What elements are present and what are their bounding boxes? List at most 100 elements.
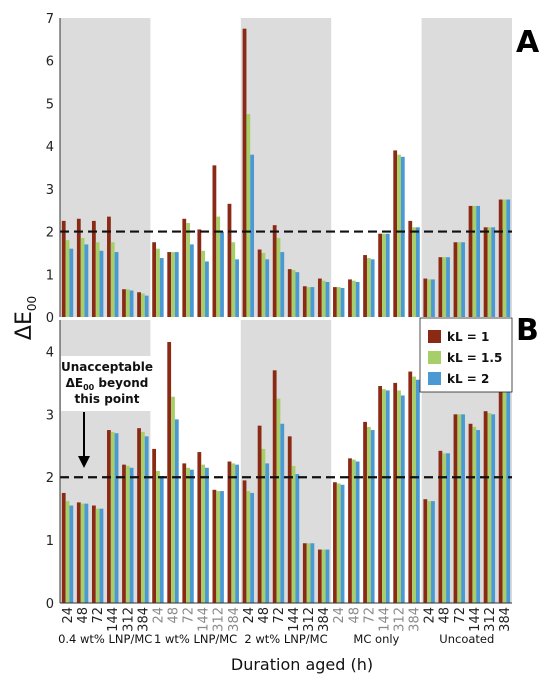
bar-a-s0-11 [227,203,232,317]
bar-a-s1-1 [80,237,85,317]
x-tick-0-312: 312 [121,607,136,632]
bar-a-s1-29 [502,199,507,317]
y-tick-b-2: 2 [46,471,54,486]
bar-a-s2-29 [506,199,511,317]
bar-b-s1-23 [412,376,416,603]
bar-b-s0-10 [212,489,217,603]
legend-swatch-0 [428,330,441,343]
bar-b-s1-22 [397,390,401,603]
bar-a-s2-2 [99,250,104,317]
y-tick-a-7: 7 [46,12,54,27]
bar-a-s0-7 [167,252,172,317]
bar-a-s2-3 [114,252,119,317]
y-tick-labels: 0 1 2 3 4 5 6 7 0 1 2 3 4 [46,12,54,612]
axes-layer [59,18,512,604]
bar-a-s2-27 [476,205,481,317]
bar-a-s0-9 [197,229,202,317]
bar-b-s1-15 [291,465,296,603]
bar-b-s1-0 [65,501,70,603]
x-tick-1-24: 24 [151,607,166,624]
bar-b-s2-10 [220,491,224,603]
bar-a-s2-18 [340,287,345,317]
group-label-4: Uncoated [439,632,494,646]
bar-b-s1-17 [321,549,326,603]
annotation-line-3: this point [75,392,140,406]
bar-b-s2-7 [174,419,179,603]
bar-a-s2-25 [446,257,450,317]
bar-a-s0-4 [122,289,126,317]
bar-a-s2-12 [250,154,255,317]
bar-b-s1-28 [487,413,492,603]
x-tick-3-144: 144 [377,607,392,632]
bar-b-s0-14 [272,370,277,603]
x-tick-4-24: 24 [423,607,438,624]
bar-b-s2-25 [446,453,450,603]
bar-a-s2-1 [84,244,89,317]
bar-a-s1-6 [156,248,160,317]
x-tick-3-48: 48 [347,607,362,624]
y-tick-a-3: 3 [46,183,54,198]
bar-b-s2-22 [400,395,405,603]
bar-b-s2-23 [415,379,420,603]
bar-b-s0-21 [378,386,383,603]
band-a-0 [60,18,151,317]
bar-a-s2-19 [355,281,360,317]
bar-b-s2-16 [310,543,315,603]
x-tick-2-144: 144 [287,607,302,632]
group-label-0: 0.4 wt% LNP/MC [58,632,152,646]
bar-a-s2-0 [69,248,74,317]
y-tick-b-4: 4 [46,345,54,360]
bar-a-s2-4 [129,290,134,317]
bar-b-s1-20 [366,426,371,603]
bar-a-s0-3 [107,216,111,317]
bar-b-s0-8 [182,463,187,603]
bar-a-s0-24 [423,278,428,317]
bar-a-s2-15 [295,272,300,317]
x-tick-labels: 24 48 72 144 312 384 24 48 72 144 312 384 24 48 72 144 3… [61,607,513,632]
bar-a-s0-13 [257,249,262,317]
bar-b-s2-9 [205,467,209,603]
bar-b-s1-4 [125,465,130,603]
annotation-sub: 00 [83,383,95,392]
bar-a-s2-26 [461,242,465,317]
y-tick-a-5: 5 [46,97,54,112]
x-tick-4-72: 72 [453,607,468,624]
bar-a-s0-20 [363,255,367,317]
bar-a-s0-12 [242,28,247,318]
bar-a-s1-13 [261,252,266,317]
bar-a-s1-19 [351,280,356,317]
panel-label-b: B [516,313,539,348]
bar-a-s0-18 [333,287,337,317]
bar-b-s2-6 [159,475,164,603]
annotation-delta: ΔE [66,376,83,390]
bar-a-s1-20 [366,258,371,317]
bar-b-s2-27 [476,430,481,603]
group-label-3: MC only [353,632,399,646]
x-tick-4-312: 312 [483,607,498,632]
bar-b-s1-26 [457,414,462,603]
bar-a-s1-2 [95,242,100,317]
y-axis-label-sub: 00 [25,296,39,311]
y-tick-b-3: 3 [46,408,54,423]
bar-b-s1-5 [140,431,145,603]
x-tick-1-72: 72 [182,607,197,624]
bar-a-s2-24 [431,279,435,317]
x-tick-0-384: 384 [136,607,151,632]
bar-b-s2-28 [491,414,496,603]
bar-a-s2-16 [310,287,315,317]
band-a-2 [240,18,332,317]
x-tick-0-48: 48 [76,607,91,624]
bar-b-s1-8 [186,467,190,603]
bar-b-s0-26 [453,414,458,603]
bar-b-s1-19 [351,459,356,603]
annotation-line-1: Unacceptable [61,360,153,374]
x-axis-label: Duration aged (h) [231,655,373,674]
bar-a-s1-28 [487,227,492,317]
legend-label-2: kL = 2 [447,372,489,386]
bar-b-s2-0 [69,505,74,603]
bar-b-s1-25 [442,453,447,603]
y-axis-label-main: ΔE [12,311,37,340]
bar-b-s1-10 [216,491,221,603]
bar-a-s2-17 [325,281,330,317]
bar-a-s0-6 [152,242,157,317]
